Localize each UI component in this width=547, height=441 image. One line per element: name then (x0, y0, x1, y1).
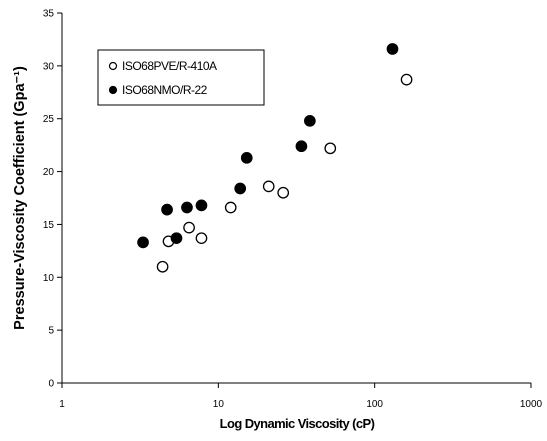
y-tick-label: 25 (43, 114, 55, 125)
data-point-open (262, 180, 275, 193)
data-point-filled (195, 199, 208, 212)
data-point-filled (170, 232, 183, 245)
legend-marker-open-circle-icon (108, 61, 118, 71)
data-point-filled (295, 140, 308, 153)
y-tick-label: 15 (43, 220, 55, 231)
axes (61, 13, 531, 384)
x-tick-label: 1 (59, 399, 65, 410)
legend-label-series-1: ISO68PVE/R-410A (122, 59, 217, 73)
data-point-open (183, 221, 195, 234)
y-tick-label: 30 (43, 61, 55, 72)
data-point-filled (181, 201, 193, 214)
data-point-filled (137, 236, 149, 249)
y-tick-label: 35 (43, 9, 55, 20)
y-axis-title: Pressure-Viscosity Coefficient (Gpa⁻¹) (12, 66, 28, 330)
x-tick-label: 100 (366, 399, 383, 410)
data-point-open (277, 186, 290, 199)
x-axis-title: Log Dynamic Viscosity (cP) (220, 416, 375, 431)
data-point-open (324, 142, 337, 155)
y-tick-label: 5 (48, 326, 54, 337)
legend: ISO68PVE/R-410A ISO68NMO/R-22 (97, 49, 265, 106)
data-point-filled (161, 203, 173, 216)
data-point-filled (234, 182, 247, 195)
data-point-filled (240, 151, 253, 164)
y-tick-label: 20 (43, 167, 55, 178)
data-point-open (400, 73, 413, 86)
x-tick-label: 1000 (520, 399, 543, 410)
data-points (137, 43, 413, 273)
ticks: 0 5 10 15 20 25 30 35 1 10 100 1000 (43, 9, 543, 411)
data-point-open (195, 232, 208, 245)
y-tick-label: 10 (43, 273, 55, 284)
legend-box (97, 49, 265, 106)
data-point-filled (304, 114, 316, 127)
legend-label-series-2: ISO68NMO/R-22 (122, 83, 208, 97)
x-tick-label: 10 (213, 399, 225, 410)
data-point-open (156, 260, 169, 273)
y-tick-label: 0 (48, 379, 54, 390)
legend-marker-filled-circle-icon (108, 85, 118, 95)
data-point-filled (386, 43, 399, 55)
data-point-open (224, 201, 237, 214)
